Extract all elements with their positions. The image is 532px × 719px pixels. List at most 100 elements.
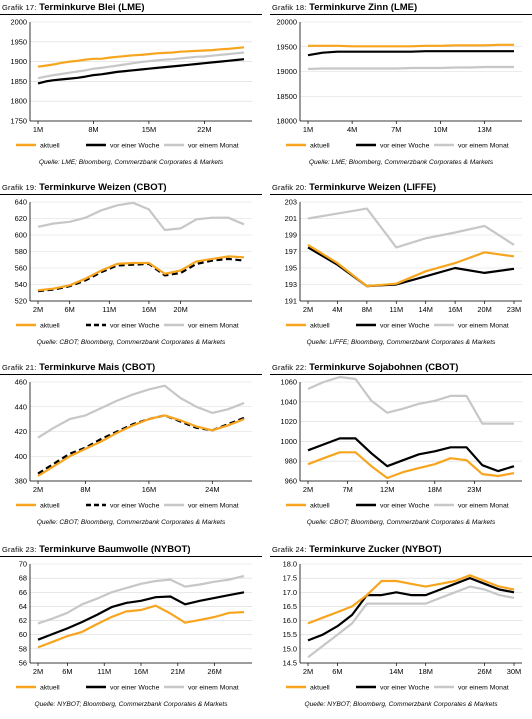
x-tick-label: 1M: [33, 125, 43, 134]
y-tick-label: 600: [15, 231, 27, 240]
chart-svg-24: 14.5 15.0 15.5 16.0 16.5 17.0 17.5 18.0 2M 6M 14M 1…: [283, 560, 522, 692]
y-tick-label: 68: [19, 574, 27, 583]
y-tick-label: 1020: [281, 417, 297, 426]
x-tick-label: 11M: [389, 305, 403, 314]
y-tick-label: 540: [15, 280, 27, 289]
y-tick-label: 1060: [281, 378, 297, 387]
y-tick-label: 460: [15, 378, 27, 387]
legend-label-monat: vor einem Monat: [458, 143, 509, 150]
chart-title: Grafik 17: Terminkurve Blei (LME): [2, 2, 145, 13]
series-line-monat: [307, 375, 514, 425]
y-tick-label: 1800: [11, 97, 27, 106]
x-tick-label: 6M: [65, 305, 75, 314]
y-tick-label: 66: [19, 588, 27, 597]
title-rule: [270, 14, 532, 15]
y-tick-label: 1950: [11, 37, 27, 46]
y-tick-label: 1850: [11, 77, 27, 86]
y-tick-label: 19000: [276, 67, 297, 76]
chart-source: Quelle: LME; Bloomberg, Commerzbank Corp…: [308, 159, 494, 166]
x-tick-label: 4M: [347, 125, 357, 134]
legend-label-woche: vor einer Woche: [110, 685, 160, 692]
x-tick-label: 20M: [477, 305, 491, 314]
y-tick-label: 60: [19, 630, 27, 639]
series-line-woche: [307, 577, 515, 642]
y-tick-label: 56: [19, 659, 27, 668]
series-line-monat: [307, 585, 515, 659]
legend-label-monat: vor einem Monat: [188, 503, 239, 510]
series-line-aktuell: [307, 243, 515, 288]
x-tick-label: 18M: [419, 667, 433, 676]
chart-source: Quelle: LIFFE; Bloomberg, Commerzbank Co…: [306, 339, 496, 346]
legend-label-woche: vor einer Woche: [110, 503, 160, 510]
y-tick-label: 1000: [281, 437, 297, 446]
legend-label-monat: vor einem Monat: [458, 323, 509, 330]
series-line-monat: [37, 201, 245, 232]
y-tick-label: 203: [285, 198, 297, 207]
y-tick-label: 560: [15, 264, 27, 273]
chart-source: Quelle: NYBOT; Bloomberg, Commerzbank Co…: [304, 701, 498, 708]
x-tick-label: 2M: [33, 485, 43, 494]
y-tick-label: 440: [15, 402, 27, 411]
chart-svg-19: 520 540 560 580 600 620 640 2M 6M 11M 16M 20M aktuel…: [15, 198, 252, 330]
x-tick-label: 15M: [142, 125, 156, 134]
legend-label-aktuell: aktuell: [40, 323, 60, 330]
chart-title: Grafik 23: Terminkurve Baumwolle (NYBOT): [2, 544, 191, 555]
series-line-woche: [37, 414, 245, 475]
x-tick-label: 26M: [477, 667, 491, 676]
legend-label-aktuell: aktuell: [40, 685, 60, 692]
series-line-monat: [37, 384, 245, 439]
legend-label-woche: vor einer Woche: [380, 143, 430, 150]
series-line-aktuell: [307, 574, 515, 625]
x-tick-label: 4M: [332, 305, 342, 314]
y-tick-label: 191: [285, 297, 297, 306]
legend-label-woche: vor einer Woche: [380, 503, 430, 510]
x-tick-label: 10M: [433, 125, 447, 134]
y-tick-label: 520: [15, 297, 27, 306]
y-tick-label: 1040: [281, 397, 297, 406]
title-rule: [270, 194, 532, 195]
y-tick-label: 400: [15, 452, 27, 461]
y-tick-label: 960: [285, 477, 297, 486]
chart-source: Quelle: CBOT; Bloomberg, Commerzbank Cor…: [36, 519, 226, 526]
chart-source: Quelle: CBOT; Bloomberg, Commerzbank Cor…: [306, 519, 496, 526]
y-tick-label: 1900: [11, 57, 27, 66]
series-line-aktuell: [37, 604, 245, 649]
x-tick-label: 2M: [303, 305, 313, 314]
series-line-woche: [37, 591, 245, 641]
series-line-woche: [307, 437, 515, 473]
chart-title: Grafik 20: Terminkurve Weizen (LIFFE): [272, 182, 437, 193]
title-rule: [0, 556, 262, 557]
y-tick-label: 18000: [276, 117, 297, 126]
series-line-woche: [37, 257, 245, 293]
legend-label-monat: vor einem Monat: [458, 503, 509, 510]
y-tick-label: 197: [285, 247, 297, 256]
series-line-monat: [307, 65, 514, 71]
x-tick-label: 14M: [389, 667, 403, 676]
y-tick-label: 17.0: [283, 588, 297, 597]
y-tick-label: 199: [285, 231, 297, 240]
x-tick-label: 16M: [142, 305, 156, 314]
legend-label-monat: vor einem Monat: [188, 685, 239, 692]
y-tick-label: 70: [19, 560, 27, 569]
y-tick-label: 640: [15, 198, 27, 207]
series-line-woche: [37, 58, 245, 85]
y-tick-label: 15.0: [283, 644, 297, 653]
y-tick-label: 2000: [11, 18, 27, 27]
y-tick-label: 1750: [11, 117, 27, 126]
y-tick-label: 201: [285, 214, 297, 223]
legend-label-aktuell: aktuell: [310, 503, 330, 510]
chart-source: Quelle: NYBOT; Bloomberg, Commerzbank Co…: [34, 701, 228, 708]
series-line-monat: [37, 51, 245, 80]
x-tick-label: 18M: [428, 485, 442, 494]
y-tick-label: 62: [19, 616, 27, 625]
legend-label-aktuell: aktuell: [310, 323, 330, 330]
x-tick-label: 11M: [102, 305, 116, 314]
x-tick-label: 14M: [419, 305, 433, 314]
series-line-aktuell: [37, 255, 245, 292]
series-line-woche: [307, 50, 514, 57]
x-tick-label: 8M: [80, 485, 90, 494]
x-tick-label: 8M: [362, 305, 372, 314]
series-line-monat: [37, 574, 245, 625]
title-rule: [0, 14, 262, 15]
x-tick-label: 7M: [391, 125, 401, 134]
